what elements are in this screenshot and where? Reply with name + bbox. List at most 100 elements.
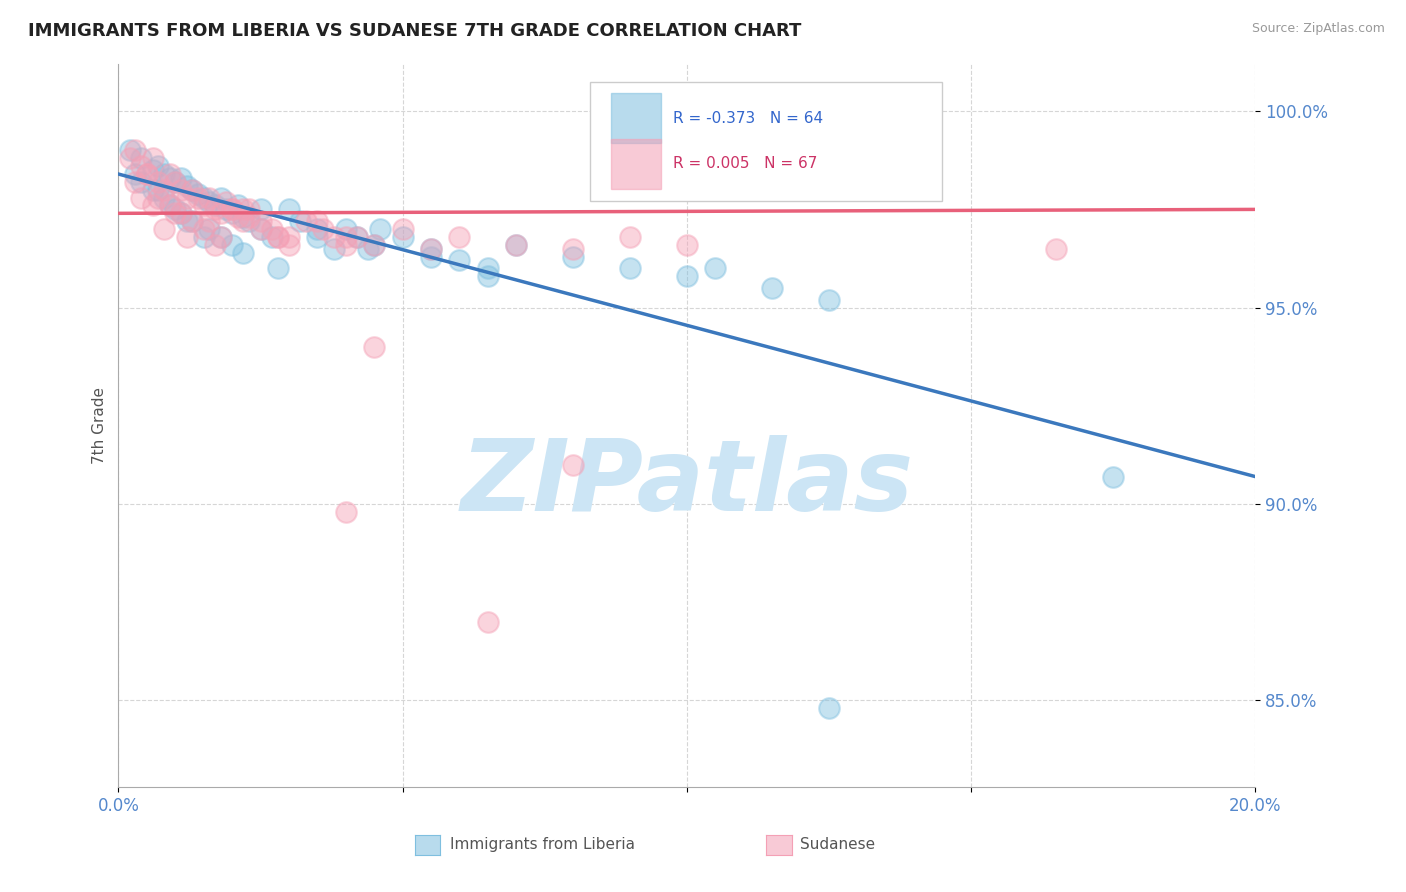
- Point: [232, 211, 254, 225]
- Point: [277, 202, 299, 217]
- Point: [141, 198, 163, 212]
- Point: [346, 230, 368, 244]
- Point: [391, 230, 413, 244]
- Point: [477, 261, 499, 276]
- Point: [159, 198, 181, 212]
- Point: [335, 230, 357, 244]
- Point: [477, 269, 499, 284]
- Point: [290, 214, 312, 228]
- FancyBboxPatch shape: [610, 94, 661, 144]
- Point: [363, 340, 385, 354]
- Point: [148, 175, 170, 189]
- Point: [323, 242, 346, 256]
- Point: [363, 237, 385, 252]
- Point: [346, 230, 368, 244]
- Point: [335, 222, 357, 236]
- Point: [215, 202, 238, 217]
- Point: [562, 242, 585, 256]
- Point: [141, 152, 163, 166]
- Point: [323, 230, 346, 244]
- Point: [153, 183, 176, 197]
- Point: [260, 230, 283, 244]
- Text: R = 0.005   N = 67: R = 0.005 N = 67: [673, 156, 817, 171]
- Point: [249, 202, 271, 217]
- Text: ZIPatlas: ZIPatlas: [460, 434, 914, 532]
- Point: [198, 194, 221, 209]
- Text: Immigrants from Liberia: Immigrants from Liberia: [450, 838, 636, 852]
- Point: [118, 152, 141, 166]
- Text: Source: ZipAtlas.com: Source: ZipAtlas.com: [1251, 22, 1385, 36]
- Point: [562, 250, 585, 264]
- Point: [562, 458, 585, 472]
- Point: [761, 281, 783, 295]
- Point: [226, 198, 249, 212]
- Point: [181, 183, 204, 197]
- Point: [165, 175, 187, 189]
- Point: [153, 191, 176, 205]
- Point: [148, 191, 170, 205]
- Point: [165, 206, 187, 220]
- Point: [193, 222, 215, 236]
- Point: [124, 175, 146, 189]
- Point: [141, 163, 163, 178]
- Point: [118, 144, 141, 158]
- Point: [704, 261, 727, 276]
- Point: [159, 171, 181, 186]
- Point: [221, 237, 243, 252]
- Point: [619, 230, 641, 244]
- Point: [193, 191, 215, 205]
- Point: [817, 293, 839, 307]
- Point: [165, 175, 187, 189]
- Point: [307, 214, 329, 228]
- Point: [129, 159, 152, 173]
- Point: [391, 222, 413, 236]
- Point: [209, 230, 232, 244]
- Point: [238, 202, 260, 217]
- Point: [420, 242, 443, 256]
- Point: [176, 191, 198, 205]
- Point: [249, 214, 271, 228]
- Point: [420, 242, 443, 256]
- Point: [187, 186, 209, 201]
- Point: [307, 230, 329, 244]
- Point: [204, 198, 226, 212]
- Point: [675, 237, 697, 252]
- Point: [193, 230, 215, 244]
- Point: [249, 222, 271, 236]
- Point: [312, 222, 335, 236]
- Point: [170, 171, 193, 186]
- Point: [193, 198, 215, 212]
- Point: [159, 167, 181, 181]
- Y-axis label: 7th Grade: 7th Grade: [93, 387, 107, 464]
- Point: [249, 222, 271, 236]
- Point: [148, 183, 170, 197]
- Point: [176, 230, 198, 244]
- Point: [357, 242, 380, 256]
- Point: [335, 237, 357, 252]
- Text: Sudanese: Sudanese: [800, 838, 875, 852]
- Point: [363, 237, 385, 252]
- Point: [221, 206, 243, 220]
- FancyBboxPatch shape: [610, 139, 661, 189]
- Point: [181, 214, 204, 228]
- Point: [153, 222, 176, 236]
- Point: [449, 253, 471, 268]
- Point: [266, 230, 288, 244]
- Point: [449, 230, 471, 244]
- Point: [129, 191, 152, 205]
- Point: [209, 230, 232, 244]
- Point: [619, 261, 641, 276]
- Point: [238, 214, 260, 228]
- Point: [129, 175, 152, 189]
- FancyBboxPatch shape: [591, 82, 942, 202]
- Point: [232, 202, 254, 217]
- Point: [204, 202, 226, 217]
- Point: [215, 194, 238, 209]
- Point: [266, 261, 288, 276]
- Point: [277, 237, 299, 252]
- Point: [124, 144, 146, 158]
- Point: [181, 183, 204, 197]
- Point: [295, 214, 318, 228]
- Point: [307, 222, 329, 236]
- Point: [135, 167, 157, 181]
